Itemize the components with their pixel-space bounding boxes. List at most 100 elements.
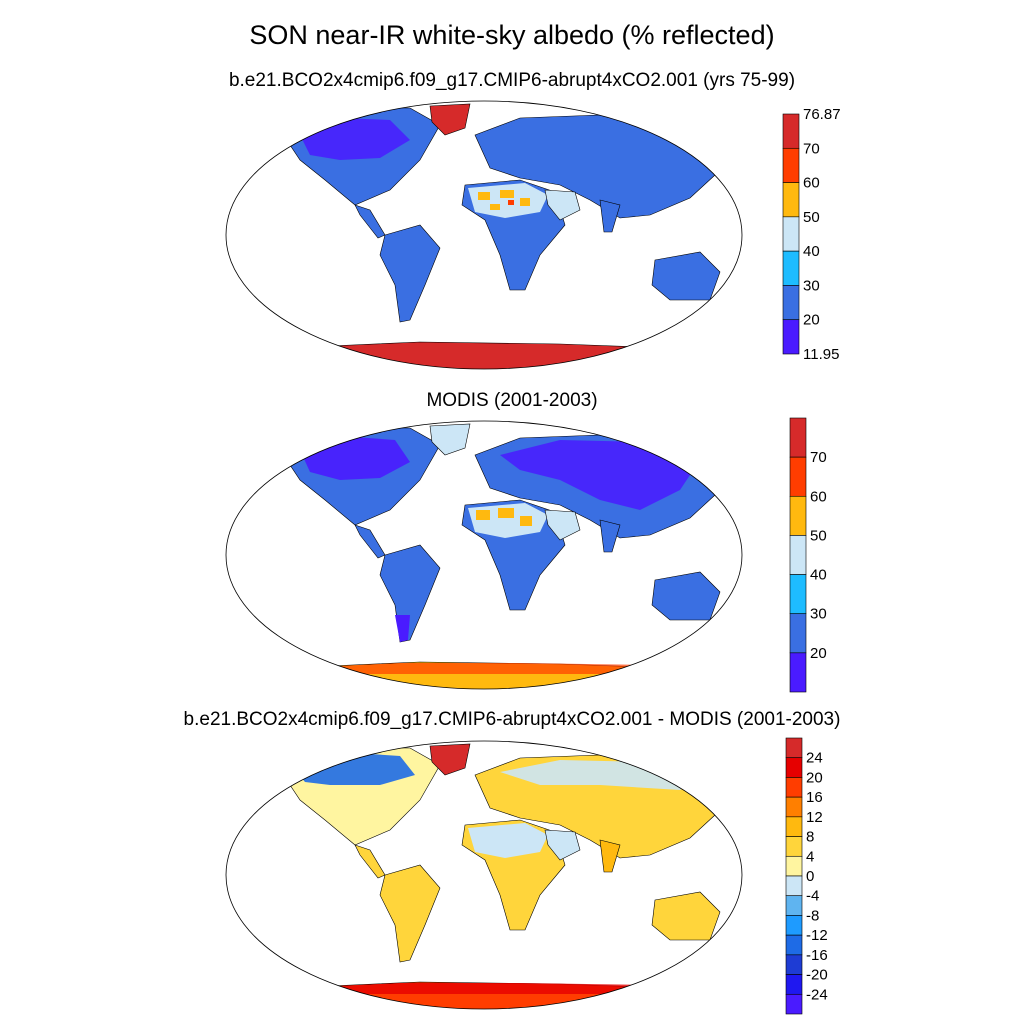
panel-3-colorbar: 24 20 16 12 8 4 0 -4 -8 -12 -16 -20 -24 bbox=[785, 737, 828, 1015]
panel-3-land bbox=[249, 743, 731, 1009]
colorbar-tick-label: 20 bbox=[810, 645, 827, 662]
sahara-yellow-1 bbox=[476, 510, 490, 520]
colorbar-segment bbox=[785, 915, 803, 936]
colorbar-tick-label: 70 bbox=[810, 449, 827, 466]
greenland bbox=[429, 103, 471, 136]
colorbar-tick-label: 8 bbox=[806, 829, 814, 846]
greenland bbox=[429, 743, 471, 776]
colorbar-segment bbox=[782, 285, 800, 321]
colorbar-tick-label: 60 bbox=[810, 488, 827, 505]
siberia-cold-band bbox=[500, 440, 700, 510]
colorbar-tick-label: -12 bbox=[806, 927, 828, 944]
colorbar-tick-label: -4 bbox=[806, 888, 819, 905]
colorbar-segment bbox=[785, 796, 803, 818]
colorbar-segment bbox=[785, 816, 803, 837]
patagonia-dark bbox=[395, 615, 410, 642]
colorbar-segment bbox=[782, 147, 800, 183]
colorbar-tick-label: -24 bbox=[806, 986, 828, 1003]
colorbar-segment bbox=[785, 875, 803, 897]
colorbar-segment bbox=[789, 613, 807, 654]
colorbar-tick-label: 20 bbox=[806, 769, 823, 786]
panel-3-title: b.e21.BCO2x4cmip6.f09_g17.CMIP6-abrupt4x… bbox=[183, 709, 841, 730]
colorbar-tick-label: 76.87 bbox=[803, 106, 841, 123]
colorbar-segment bbox=[782, 182, 800, 218]
sahara-yellow-2 bbox=[498, 508, 514, 518]
sahara-yellow-1 bbox=[478, 192, 490, 200]
colorbar-tick-label: -8 bbox=[806, 907, 819, 924]
colorbar-tick-label: 40 bbox=[810, 567, 827, 584]
colorbar-tick-label: 0 bbox=[806, 868, 814, 885]
colorbar-segment bbox=[785, 934, 803, 956]
colorbar-segment bbox=[785, 757, 803, 778]
colorbar-tick-label: 70 bbox=[803, 140, 820, 157]
colorbar-tick-label: 50 bbox=[810, 527, 827, 544]
colorbar-segment bbox=[785, 836, 803, 857]
panel-3-map bbox=[225, 740, 743, 1010]
colorbar-tick-label: 60 bbox=[803, 175, 820, 192]
panel-2-land bbox=[249, 423, 731, 689]
antarctica-edge bbox=[300, 663, 700, 674]
central-america bbox=[354, 524, 386, 559]
colorbar-tick-label: 30 bbox=[803, 277, 820, 294]
arabia bbox=[544, 189, 581, 221]
panel-2-map bbox=[225, 420, 743, 690]
colorbar-tick-label: 24 bbox=[806, 750, 823, 767]
panel-2-title: MODIS (2001-2003) bbox=[426, 390, 598, 411]
colorbar-segment bbox=[785, 737, 803, 759]
colorbar-segment bbox=[785, 954, 803, 975]
colorbar-segment bbox=[789, 535, 807, 575]
australia bbox=[651, 251, 721, 301]
colorbar-segment bbox=[789, 574, 807, 615]
central-america bbox=[354, 844, 386, 879]
colorbar-tick-label: 50 bbox=[803, 209, 820, 226]
sahara-yellow-3 bbox=[520, 198, 530, 206]
south-america bbox=[379, 544, 441, 643]
south-america bbox=[379, 224, 441, 323]
colorbar-tick-label: 20 bbox=[803, 312, 820, 329]
colorbar-tick-label: 40 bbox=[803, 243, 820, 260]
panel-1-map bbox=[225, 100, 743, 370]
panel-2-colorbar: 70 60 50 40 30 20 bbox=[789, 417, 827, 693]
sahara-yellow-4 bbox=[490, 204, 500, 210]
canada-negative-band bbox=[295, 752, 415, 785]
panel-2-border bbox=[225, 420, 743, 690]
greenland bbox=[429, 423, 471, 456]
south-america bbox=[379, 864, 441, 963]
figure-title: SON near-IR white-sky albedo (% reflecte… bbox=[249, 20, 775, 50]
sahara-negative bbox=[468, 823, 548, 858]
panel-3-border bbox=[225, 740, 743, 1010]
india bbox=[599, 199, 621, 233]
australia bbox=[651, 891, 721, 941]
sahara-yellow-2 bbox=[500, 190, 514, 198]
colorbar-segment bbox=[782, 250, 800, 286]
panel-1-title: b.e21.BCO2x4cmip6.f09_g17.CMIP6-abrupt4x… bbox=[228, 70, 796, 91]
colorbar-tick-label: -16 bbox=[806, 947, 828, 964]
colorbar-segment bbox=[785, 895, 803, 916]
colorbar-tick-label: 16 bbox=[806, 789, 823, 806]
colorbar-tick-label: 30 bbox=[810, 606, 827, 623]
central-america bbox=[354, 204, 386, 239]
colorbar-segment bbox=[785, 855, 803, 877]
colorbar-segment bbox=[789, 456, 807, 497]
panel-1-border bbox=[225, 100, 743, 370]
colorbar-segment bbox=[782, 113, 800, 149]
colorbar-segment bbox=[785, 993, 803, 1015]
colorbar-segment bbox=[785, 777, 803, 798]
colorbar-tick-label: 11.95 bbox=[803, 346, 839, 363]
colorbar-tick-label: -20 bbox=[806, 967, 828, 984]
colorbar-segment bbox=[785, 974, 803, 995]
colorbar-segment bbox=[789, 495, 807, 536]
arabia bbox=[544, 829, 581, 861]
antarctica bbox=[249, 341, 721, 369]
colorbar-segment bbox=[789, 652, 807, 693]
colorbar-tick-label: 4 bbox=[806, 848, 814, 865]
colorbar-segment bbox=[782, 216, 800, 252]
australia bbox=[651, 571, 721, 621]
panel-1-colorbar: 76.87 70 60 50 40 30 20 11.95 bbox=[782, 106, 841, 363]
sahara-yellow-3 bbox=[520, 516, 532, 526]
sahara-orange bbox=[508, 200, 514, 205]
antarctica-edge bbox=[300, 983, 700, 994]
colorbar-segment bbox=[789, 417, 807, 458]
india bbox=[599, 839, 621, 873]
